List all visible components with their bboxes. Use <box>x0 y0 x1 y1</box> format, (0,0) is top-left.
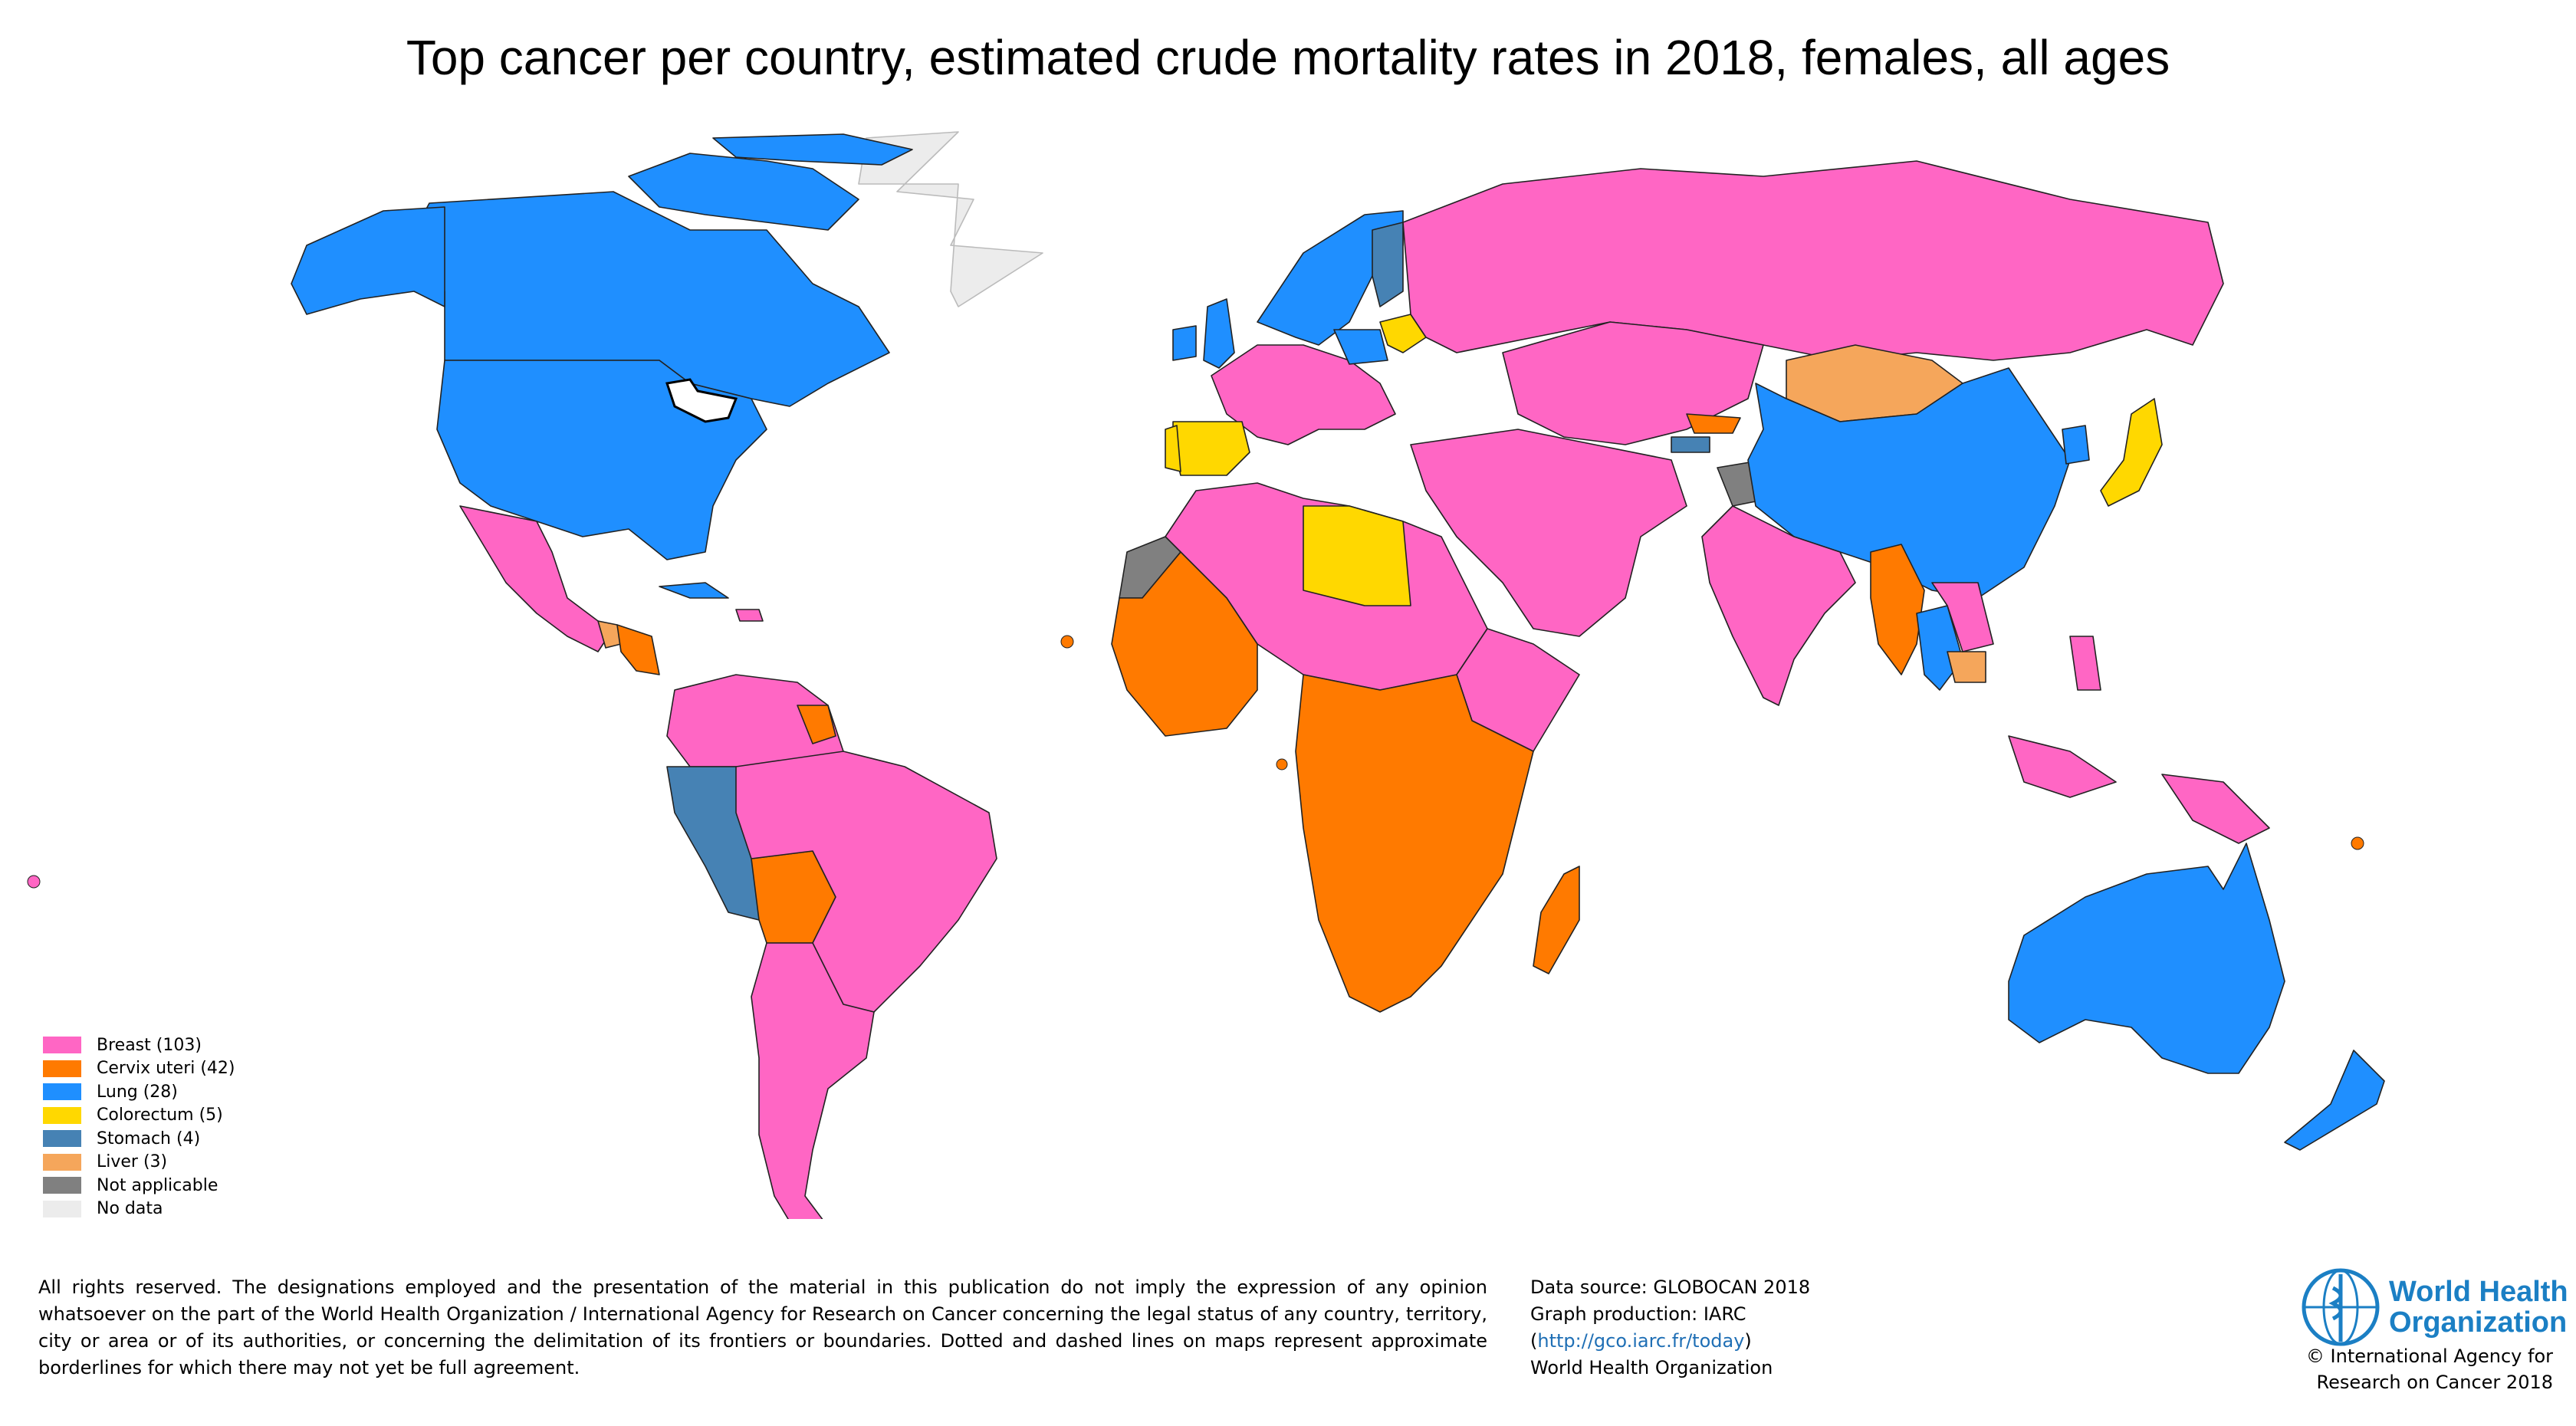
legend-item-no-data: No data <box>43 1198 235 1221</box>
country-myanmar[interactable] <box>1870 544 1925 675</box>
country-greenland[interactable] <box>858 131 1043 307</box>
island-pacific-1[interactable] <box>2351 836 2364 850</box>
country-guyana[interactable] <box>797 705 836 744</box>
country-australia[interactable] <box>2008 843 2285 1074</box>
country-finland[interactable] <box>1372 222 1404 307</box>
country-libya[interactable] <box>1303 505 1411 606</box>
legend-swatch-not-applicable <box>43 1177 81 1194</box>
legend-label-stomach: Stomach (4) <box>97 1129 201 1148</box>
country-canada[interactable] <box>398 191 890 407</box>
legend-item-colorectum: Colorectum (5) <box>43 1104 235 1128</box>
legend-label-liver: Liver (3) <box>97 1152 168 1172</box>
legend-item-stomach: Stomach (4) <box>43 1127 235 1151</box>
island-sao-tome[interactable] <box>1276 758 1288 770</box>
map-legend: Breast (103) Cervix uteri (42) Lung (28)… <box>43 1033 235 1221</box>
legend-item-liver: Liver (3) <box>43 1151 235 1175</box>
country-alaska[interactable] <box>291 206 445 315</box>
legend-label-not-applicable: Not applicable <box>97 1175 219 1195</box>
who-name-line2: Organization <box>2389 1306 2568 1339</box>
who-logo: World Health Organization <box>2298 1265 2568 1349</box>
country-kyrgyzstan[interactable] <box>1686 413 1741 434</box>
legend-swatch-stomach <box>43 1130 81 1148</box>
disclaimer-text: All rights reserved. The designations em… <box>38 1276 1487 1378</box>
who-name-line1: World Health <box>2389 1276 2568 1308</box>
country-madagascar[interactable] <box>1533 866 1580 974</box>
country-ireland[interactable] <box>1172 325 1197 361</box>
legend-item-breast: Breast (103) <box>43 1033 235 1057</box>
country-portugal[interactable] <box>1165 425 1181 472</box>
country-spain[interactable] <box>1172 421 1250 476</box>
legend-item-not-applicable: Not applicable <box>43 1174 235 1198</box>
legend-label-no-data: No data <box>97 1199 163 1219</box>
country-belarus[interactable] <box>1379 314 1427 353</box>
country-india[interactable] <box>1701 505 1856 706</box>
legend-swatch-breast <box>43 1037 81 1054</box>
data-source-line: Data source: GLOBOCAN 2018 <box>1530 1276 1811 1298</box>
country-canada-north[interactable] <box>712 133 913 166</box>
legend-label-breast: Breast (103) <box>97 1035 202 1055</box>
data-source: Data source: GLOBOCAN 2018 Graph product… <box>1530 1274 1810 1382</box>
copyright: © International Agency for Research on C… <box>2231 1343 2553 1395</box>
country-canada-islands[interactable] <box>628 153 859 231</box>
country-japan[interactable] <box>2100 398 2163 507</box>
country-new-zealand[interactable] <box>2284 1050 2385 1151</box>
copyright-line1: © International Agency for <box>2305 1346 2553 1367</box>
legend-swatch-no-data <box>43 1200 81 1217</box>
country-cuba[interactable] <box>659 582 729 599</box>
world-map <box>27 131 2385 1219</box>
gco-link[interactable]: http://gco.iarc.fr/today <box>1537 1330 1745 1352</box>
legend-label-cervix: Cervix uteri (42) <box>97 1059 235 1079</box>
country-central-america[interactable] <box>616 624 660 675</box>
organization-line: World Health Organization <box>1530 1357 1773 1378</box>
copyright-line2: Research on Cancer 2018 <box>2316 1372 2553 1393</box>
link-open-paren: ( <box>1530 1330 1538 1352</box>
country-central-asia[interactable] <box>1502 321 1764 445</box>
country-western-europe[interactable] <box>1211 344 1396 445</box>
legend-label-lung: Lung (28) <box>97 1082 178 1102</box>
legend-item-cervix: Cervix uteri (42) <box>43 1057 235 1081</box>
island-hawaii[interactable] <box>27 875 41 889</box>
country-philippines[interactable] <box>2069 636 2101 691</box>
country-hispaniola[interactable] <box>735 609 764 622</box>
country-new-guinea[interactable] <box>2161 774 2270 844</box>
country-china[interactable] <box>1747 367 2071 599</box>
legend-swatch-colorectum <box>43 1106 81 1124</box>
who-name: World Health Organization <box>2389 1276 2568 1338</box>
map-title: Top cancer per country, estimated crude … <box>406 30 2170 85</box>
legend-item-lung: Lung (28) <box>43 1080 235 1104</box>
country-argentina-chile[interactable] <box>751 942 875 1219</box>
country-korea[interactable] <box>2062 425 2090 465</box>
country-laos-vietnam-north[interactable] <box>1931 582 1994 652</box>
great-lakes <box>665 378 738 423</box>
legend-label-colorectum: Colorectum (5) <box>97 1106 223 1125</box>
country-uk[interactable] <box>1203 298 1235 369</box>
island-cape-verde[interactable] <box>1060 635 1074 649</box>
country-poland[interactable] <box>1333 329 1388 365</box>
graph-production-line: Graph production: IARC <box>1530 1303 1746 1325</box>
country-tajikistan[interactable] <box>1671 436 1710 453</box>
country-west-africa[interactable] <box>1111 551 1258 737</box>
legend-swatch-cervix <box>43 1060 81 1077</box>
country-russia[interactable] <box>1402 160 2224 361</box>
legend-swatch-lung <box>43 1083 81 1101</box>
legend-swatch-liver <box>43 1153 81 1171</box>
country-middle-east[interactable] <box>1410 429 1687 637</box>
link-close-paren: ) <box>1744 1330 1752 1352</box>
who-emblem-icon <box>2302 1268 2380 1346</box>
country-vietnam-cambodia[interactable] <box>1947 651 1986 683</box>
source-link-line: (http://gco.iarc.fr/today) <box>1530 1328 1810 1355</box>
country-central-southern-africa[interactable] <box>1295 674 1534 1013</box>
country-indonesia[interactable] <box>2008 735 2117 798</box>
